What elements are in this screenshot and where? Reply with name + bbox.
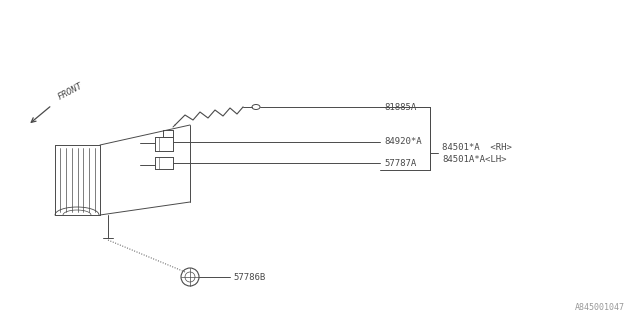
Text: 57786B: 57786B <box>233 273 265 282</box>
Text: 81885A: 81885A <box>384 102 416 111</box>
Text: 84920*A: 84920*A <box>384 138 422 147</box>
Text: 84501A*A<LH>: 84501A*A<LH> <box>442 156 506 164</box>
Text: FRONT: FRONT <box>56 81 84 102</box>
Text: 57787A: 57787A <box>384 158 416 167</box>
Text: A845001047: A845001047 <box>575 303 625 312</box>
Text: 84501*A  <RH>: 84501*A <RH> <box>442 143 512 153</box>
